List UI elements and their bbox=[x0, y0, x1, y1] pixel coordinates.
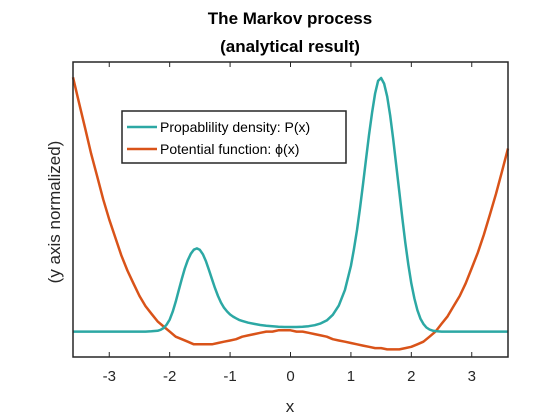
legend: Propablility density: P(x) Potential fun… bbox=[121, 110, 347, 164]
plot-area bbox=[73, 62, 508, 357]
x-tick-label: 0 bbox=[286, 368, 294, 385]
y-axis-label: (y axis normalized) bbox=[45, 141, 64, 284]
x-axis-ticks: -3 -2 -1 0 1 2 3 bbox=[103, 62, 476, 385]
chart-title: The Markov process bbox=[208, 9, 372, 28]
series-layer bbox=[71, 76, 510, 351]
chart-subtitle: (analytical result) bbox=[220, 37, 360, 56]
x-tick-label: -2 bbox=[163, 368, 176, 385]
x-tick-label: 1 bbox=[347, 368, 355, 385]
legend-label-potential: Potential function: ϕ(x) bbox=[160, 141, 299, 157]
legend-box bbox=[121, 110, 347, 164]
density-line bbox=[73, 76, 508, 333]
x-tick-label: -1 bbox=[223, 368, 236, 385]
x-tick-label: 3 bbox=[468, 368, 476, 385]
legend-label-density: Propablility density: P(x) bbox=[160, 119, 310, 135]
x-tick-label: 2 bbox=[407, 368, 415, 385]
plot-frame bbox=[72, 61, 509, 358]
x-tick-label: -3 bbox=[103, 368, 116, 385]
x-axis-label: x bbox=[286, 397, 295, 416]
